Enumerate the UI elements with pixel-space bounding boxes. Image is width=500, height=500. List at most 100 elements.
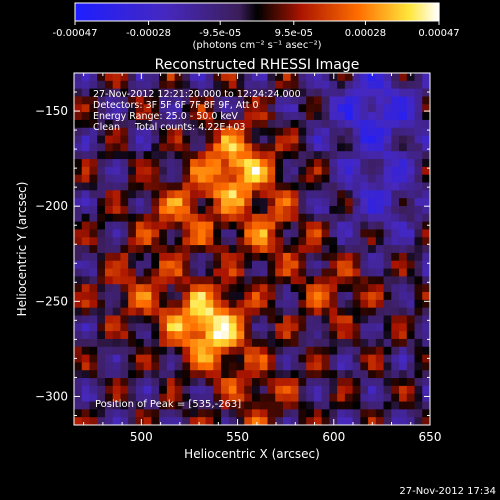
heatmap-cell: [89, 245, 98, 254]
heatmap-cell: [298, 112, 307, 121]
colorbar-cell: [391, 3, 394, 21]
heatmap-cell: [159, 104, 168, 113]
heatmap-cell: [166, 237, 176, 246]
heatmap-cell: [104, 299, 114, 309]
heatmap-cell: [383, 401, 392, 410]
heatmap-cell: [159, 409, 168, 418]
heatmap-cell: [89, 166, 98, 176]
heatmap-cell: [151, 401, 160, 410]
heatmap-cell: [313, 135, 323, 144]
heatmap-cell: [244, 174, 253, 184]
heatmap-cell: [290, 205, 299, 215]
heatmap-cell: [282, 378, 292, 387]
heatmap-cell: [213, 151, 222, 160]
heatmap-cell: [97, 292, 106, 301]
heatmap-cell: [143, 135, 152, 144]
heatmap-cell: [74, 198, 83, 207]
heatmap-cell: [228, 323, 238, 332]
colorbar-cell: [433, 3, 436, 21]
heatmap-cell: [252, 331, 261, 340]
heatmap-cell: [104, 292, 114, 301]
heatmap-cell: [159, 80, 168, 90]
heatmap-cell: [228, 166, 238, 176]
heatmap-cell: [205, 112, 214, 121]
heatmap-cell: [112, 112, 121, 121]
heatmap-cell: [182, 417, 191, 426]
heatmap-cell: [337, 198, 346, 207]
heatmap-cell: [213, 80, 222, 90]
heatmap-cell: [282, 245, 292, 254]
heatmap-cell: [197, 268, 207, 277]
heatmap-cell: [104, 143, 114, 152]
heatmap-cell: [135, 378, 145, 387]
heatmap-cell: [205, 80, 214, 90]
heatmap-cell: [81, 315, 90, 324]
heatmap-cell: [321, 96, 330, 105]
heatmap-cell: [221, 182, 230, 191]
heatmap-cell: [375, 307, 385, 316]
heatmap-cell: [89, 127, 98, 137]
heatmap-cell: [221, 237, 230, 246]
heatmap-cell: [306, 221, 315, 230]
heatmap-cell: [321, 260, 330, 270]
heatmap-cell: [74, 96, 83, 105]
heatmap-cell: [74, 221, 83, 230]
heatmap-cell: [267, 362, 276, 371]
heatmap-cell: [267, 284, 276, 293]
heatmap-cell: [236, 299, 245, 309]
colorbar-cell: [155, 3, 158, 21]
heatmap-cell: [120, 268, 129, 277]
heatmap-cell: [252, 378, 261, 387]
heatmap-cell: [228, 112, 238, 121]
heatmap-cell: [329, 96, 338, 105]
heatmap-cell: [406, 205, 416, 215]
heatmap-cell: [97, 260, 106, 270]
heatmap-cell: [236, 174, 245, 184]
heatmap-cell: [97, 370, 106, 379]
heatmap-cell: [267, 393, 276, 403]
heatmap-cell: [112, 198, 121, 207]
heatmap-cell: [352, 260, 361, 270]
heatmap-cell: [259, 221, 268, 230]
heatmap-cell: [298, 119, 307, 129]
heatmap-cell: [81, 205, 90, 215]
heatmap-cell: [213, 221, 222, 230]
heatmap-cell: [313, 385, 323, 395]
heatmap-cell: [391, 73, 400, 82]
heatmap-cell: [89, 331, 98, 340]
heatmap-cell: [112, 354, 121, 363]
heatmap-cell: [368, 104, 377, 113]
heatmap-cell: [399, 88, 408, 97]
heatmap-cell: [290, 323, 299, 332]
heatmap-cell: [112, 385, 121, 395]
heatmap-cell: [213, 73, 222, 82]
heatmap-cell: [422, 284, 431, 293]
heatmap-cell: [182, 80, 191, 90]
heatmap-cell: [344, 229, 354, 238]
heatmap-cell: [306, 354, 315, 363]
heatmap-cell: [267, 260, 276, 270]
heatmap-cell: [399, 127, 408, 137]
heatmap-cell: [321, 378, 330, 387]
heatmap-cell: [375, 205, 385, 215]
heatmap-cell: [74, 151, 83, 160]
heatmap-cell: [120, 252, 129, 262]
heatmap-cell: [391, 354, 400, 363]
heatmap-cell: [166, 268, 176, 277]
heatmap-cell: [104, 385, 114, 395]
heatmap-cell: [221, 143, 230, 152]
heatmap-cell: [89, 252, 98, 262]
heatmap-cell: [104, 378, 114, 387]
heatmap-cell: [313, 260, 323, 270]
heatmap-cell: [120, 401, 129, 410]
heatmap-cell: [360, 354, 369, 363]
heatmap-cell: [298, 260, 307, 270]
heatmap-cell: [205, 307, 214, 316]
heatmap-cell: [391, 409, 400, 418]
heatmap-cell: [197, 96, 207, 105]
heatmap-cell: [306, 80, 315, 90]
heatmap-cell: [143, 112, 152, 121]
colorbar-cell: [409, 3, 412, 21]
heatmap-cell: [406, 268, 416, 277]
heatmap-cell: [321, 409, 330, 418]
